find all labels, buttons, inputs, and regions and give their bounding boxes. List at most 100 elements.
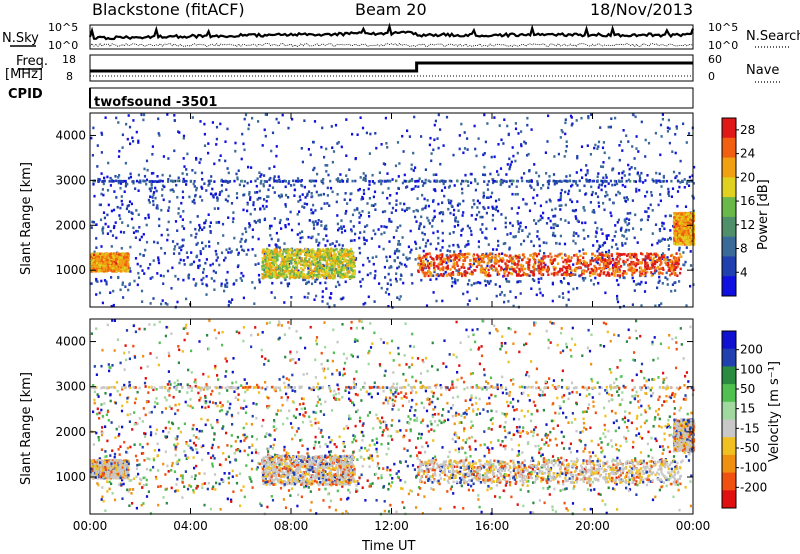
power-cell [330,247,333,251]
power-cell [659,258,662,262]
power-cell [661,237,664,241]
power-cell [220,184,223,187]
power-cell [203,226,206,229]
power-cell [445,261,448,265]
power-cell [666,283,669,286]
power-cell [280,267,284,270]
power-cell [475,213,479,217]
power-cell [326,251,329,255]
power-cell [317,247,320,251]
power-cell [286,262,289,266]
power-cell [418,177,421,180]
power-cell [435,247,438,251]
power-cell [112,289,115,293]
power-cell [541,294,544,297]
power-cell [284,224,287,227]
power-cell [517,132,520,135]
nsearch-line [89,42,694,48]
power-cell [415,208,418,212]
power-cell [92,269,96,273]
power-cell [608,268,611,271]
power-cell [202,268,205,271]
power-cell [138,180,141,184]
power-cell [242,249,246,253]
power-cell [514,254,517,258]
power-cell [461,214,464,217]
power-cell [395,272,398,275]
power-cell [576,200,579,203]
power-cell [240,237,243,241]
power-cell [197,264,200,268]
power-cell [637,262,640,265]
power-cell [582,206,585,210]
power-cell [270,237,273,241]
power-cell [437,267,440,270]
power-cell [337,228,340,232]
power-cell [227,303,230,307]
power-cell [105,266,108,270]
power-cell [148,187,151,191]
power-cell [405,186,408,189]
power-cell [324,253,327,257]
power-cell [263,252,266,255]
power-cell [586,171,589,175]
power-cell [189,263,192,266]
power-cell [451,265,454,269]
power-cell [399,295,402,298]
power-cell [268,178,271,182]
power-cell [424,181,427,185]
power-cell [526,257,529,261]
power-cell [486,183,489,186]
power-cell [314,209,317,212]
power-cell [195,254,199,258]
power-cell [178,261,181,265]
power-cell [497,143,500,146]
power-cell [567,192,570,196]
power-cell [117,275,120,279]
power-cell [462,263,465,266]
power-cell [270,267,273,271]
power-cell [418,266,422,270]
power-cell [315,190,318,194]
power-cell [199,226,202,229]
power-cell [504,216,507,220]
power-cell [594,276,597,280]
power-cell [540,273,543,277]
power-cell [523,140,526,144]
power-cell [211,121,214,124]
power-cell [183,263,186,266]
power-cell [108,263,111,266]
power-cell [678,185,681,189]
power-cell [125,264,128,267]
power-cell [253,302,256,305]
power-cell [442,268,445,272]
power-cell [215,221,218,224]
power-cell [582,256,585,259]
power-cell [331,258,334,262]
power-cell [114,252,117,256]
power-cell [476,206,479,209]
power-cell [160,302,163,306]
power-cell [231,298,234,301]
power-cell [520,268,523,271]
power-cell [120,256,123,260]
power-cell [624,220,627,224]
power-cell [560,273,563,277]
power-cell [503,274,506,278]
power-cell [378,171,381,174]
power-cell [127,252,130,255]
power-cell [625,237,628,241]
power-cell [125,252,128,255]
power-cell [600,183,604,187]
power-cell [625,228,628,232]
power-cell [660,255,663,259]
power-cell [281,262,284,265]
power-cell [493,155,496,159]
power-cell [328,267,331,271]
power-cell [381,210,385,214]
power-cell [492,265,496,268]
power-cell [243,117,246,121]
power-cell [192,278,195,281]
power-cell [547,186,550,190]
power-cell [410,163,413,167]
